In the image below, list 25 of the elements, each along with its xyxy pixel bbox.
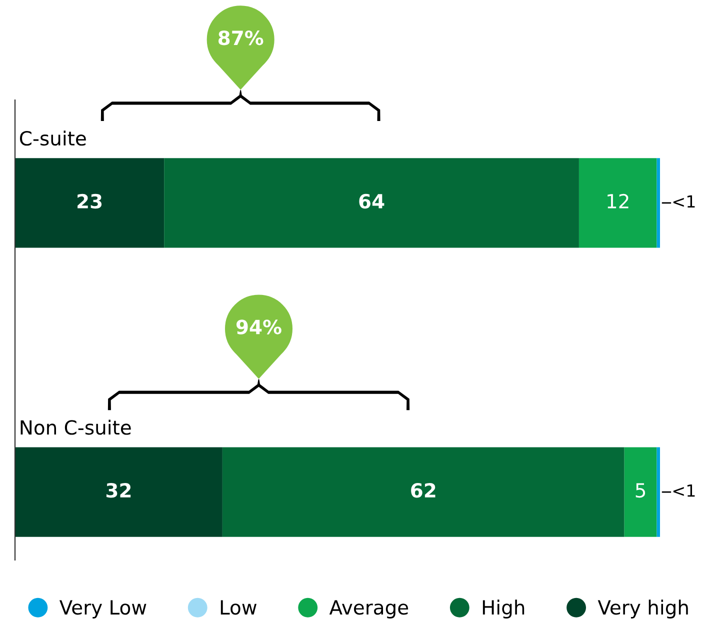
data-label: 64 (359, 194, 384, 209)
data-label: 32 (106, 482, 131, 498)
annotation: 94% (236, 320, 282, 334)
bar (164, 158, 579, 248)
data-label: 23 (78, 194, 102, 209)
data-label: <1 (673, 484, 695, 497)
legend-label: Low (220, 600, 256, 615)
bar (578, 158, 657, 248)
legend-label: Very Low (59, 600, 146, 618)
data-label: 5 (636, 483, 646, 498)
y-tick-label: Non C-suite (20, 420, 131, 435)
data-label: <1 (673, 195, 695, 208)
text: 87% (218, 30, 264, 46)
legend-label: High (482, 600, 524, 618)
bar (15, 447, 222, 537)
bar (15, 158, 164, 248)
y-tick-label: C-suite (20, 130, 86, 146)
legend-label: Average (329, 600, 408, 618)
bar (656, 447, 660, 537)
bar (656, 158, 660, 248)
bar (624, 447, 657, 537)
bar (222, 447, 624, 537)
data-label: 62 (411, 482, 436, 498)
data-label: 12 (608, 194, 628, 208)
legend-label: Very high (598, 600, 688, 618)
